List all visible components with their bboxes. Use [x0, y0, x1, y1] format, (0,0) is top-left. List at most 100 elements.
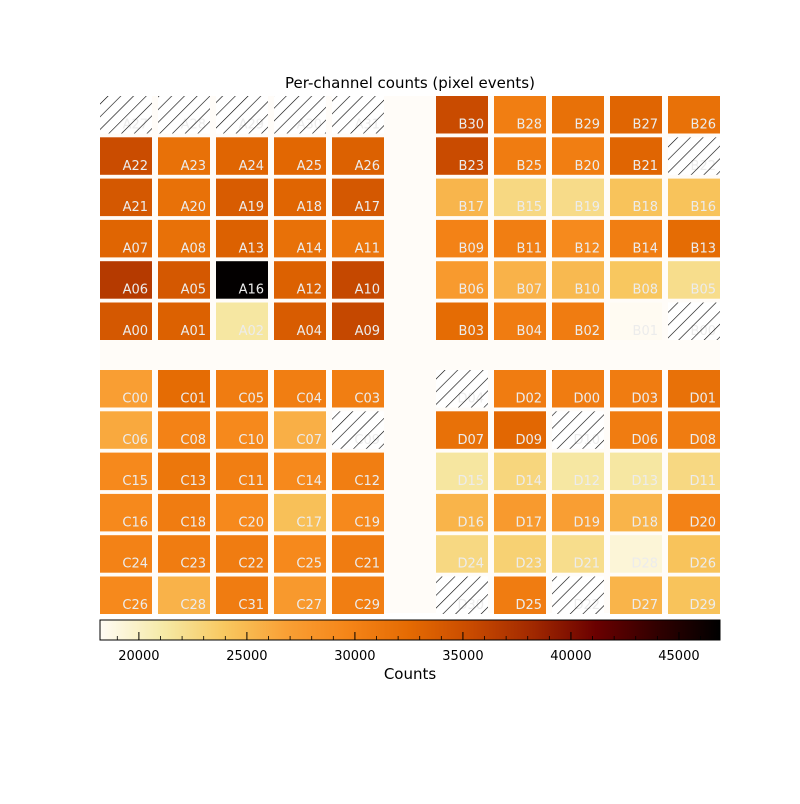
tile	[158, 452, 210, 491]
tile-label: C16	[122, 515, 148, 530]
tile	[216, 576, 268, 614]
tile	[610, 411, 662, 449]
tile-label: B12	[575, 241, 600, 256]
tile	[494, 302, 546, 340]
tile-label: A12	[297, 283, 322, 298]
tile	[216, 370, 268, 408]
colorbar-tick-label: 35000	[442, 649, 483, 664]
tile-label: D03	[631, 392, 658, 407]
tile	[552, 96, 604, 134]
hatch	[552, 411, 604, 449]
hatch	[332, 411, 384, 449]
tile	[610, 96, 662, 134]
tile-label: D07	[457, 433, 484, 448]
tile	[332, 493, 384, 532]
tile	[494, 96, 546, 134]
tile	[552, 452, 604, 491]
tile-label: B29	[575, 118, 600, 133]
tile	[158, 535, 210, 573]
tile	[610, 137, 662, 175]
tile	[216, 178, 268, 217]
tile	[552, 302, 604, 340]
tile	[436, 178, 488, 217]
tile	[668, 493, 720, 532]
tile-label: B04	[517, 324, 542, 339]
tile	[100, 535, 152, 573]
tile	[610, 219, 662, 258]
tile-label: B02	[575, 324, 600, 339]
tile-label: B03	[459, 324, 484, 339]
tile	[158, 137, 210, 175]
tile-label: B20	[575, 159, 600, 174]
tile-label: D28	[631, 557, 658, 572]
tile-label: D23	[515, 557, 542, 572]
colorbar	[99, 619, 721, 641]
tile-label: A18	[297, 200, 322, 215]
tile-label: A11	[355, 241, 380, 256]
tile-label: A26	[355, 159, 380, 174]
tile	[158, 576, 210, 614]
tile	[274, 178, 326, 217]
hatch	[668, 302, 720, 340]
tile-label: D01	[689, 392, 716, 407]
tile-label: D24	[457, 557, 484, 572]
tile	[216, 452, 268, 491]
tile	[436, 535, 488, 573]
tile	[158, 178, 210, 217]
colorbar-label: Counts	[384, 665, 437, 683]
tile-label: C21	[354, 557, 380, 572]
hatch	[436, 576, 488, 614]
tile-label: C31	[238, 598, 264, 613]
tile	[332, 302, 384, 340]
colorbar-tick-label: 45000	[658, 649, 699, 664]
tile	[436, 137, 488, 175]
tile-label: D15	[457, 474, 484, 489]
tile-label: C15	[122, 474, 148, 489]
tile	[332, 576, 384, 614]
tile	[332, 370, 384, 408]
tile-label: C27	[296, 598, 322, 613]
tile-label: C29	[354, 598, 380, 613]
tile-label: B07	[517, 283, 542, 298]
tile-label: B28	[517, 118, 542, 133]
tile	[274, 411, 326, 449]
tile-label: A08	[181, 241, 206, 256]
tile	[100, 219, 152, 258]
tile	[494, 178, 546, 217]
tile	[100, 137, 152, 175]
tile-label: C24	[122, 557, 148, 572]
tile-label: A25	[297, 159, 322, 174]
tile-label: A17	[355, 200, 380, 215]
tile-label: B23	[459, 159, 484, 174]
tile	[610, 576, 662, 614]
tile-label: A13	[239, 241, 264, 256]
tile-label: B17	[459, 200, 484, 215]
tile-label: B10	[575, 283, 600, 298]
tile-label: C19	[354, 515, 380, 530]
tile	[216, 261, 268, 299]
tile-label: D13	[631, 474, 658, 489]
tile-label: C04	[296, 392, 322, 407]
tile-label: D02	[515, 392, 542, 407]
tile	[332, 178, 384, 217]
tile	[436, 493, 488, 532]
tile-label: C18	[180, 515, 206, 530]
tile-label: A09	[355, 324, 380, 339]
hatch	[158, 96, 210, 134]
tile	[610, 178, 662, 217]
tile-label: C14	[296, 474, 322, 489]
colorbar-tick-label: 25000	[226, 649, 267, 664]
tile-label: D00	[573, 392, 600, 407]
tile	[610, 493, 662, 532]
hatch	[100, 96, 152, 134]
tile-label: A19	[239, 200, 264, 215]
tile-label: A05	[181, 283, 206, 298]
hatch	[332, 96, 384, 134]
tile	[436, 302, 488, 340]
colorbar-tick-label: 20000	[118, 649, 159, 664]
tile	[100, 452, 152, 491]
tile-label: C13	[180, 474, 206, 489]
tile	[494, 219, 546, 258]
tile-label: C28	[180, 598, 206, 613]
